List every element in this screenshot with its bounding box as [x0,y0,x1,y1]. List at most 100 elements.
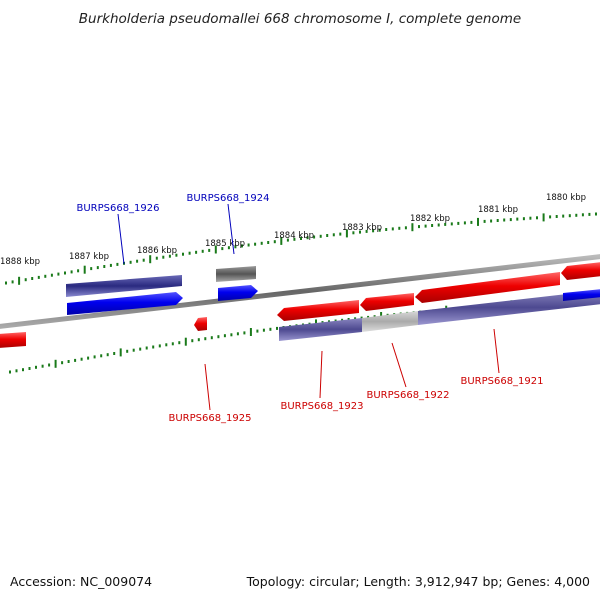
minor-tick [276,326,278,330]
minor-tick [188,251,191,255]
minor-tick [418,225,420,229]
gene-feature-burps668-1925[interactable] [194,317,207,331]
minor-tick [575,213,578,217]
gene-feature-burps668-1924-track[interactable] [216,266,256,282]
minor-tick [326,234,329,237]
minor-tick [116,262,119,266]
minor-tick [378,228,381,232]
minor-tick [64,271,66,275]
minor-tick [236,332,239,336]
minor-tick [522,217,525,221]
major-tick [54,359,57,368]
minor-tick [96,266,99,270]
minor-tick [201,249,204,253]
leader-line-burps668-1925 [204,363,211,411]
minor-tick [48,363,51,367]
forward-features [66,266,258,315]
minor-tick [444,222,447,226]
minor-tick [103,265,106,268]
minor-tick [243,331,246,335]
major-tick [249,328,252,336]
minor-tick [37,275,40,279]
minor-tick [562,214,565,218]
minor-tick [57,272,60,276]
minor-tick [217,335,220,339]
minor-tick [385,228,388,231]
minor-tick [162,255,165,259]
minor-tick [332,233,335,237]
minor-tick [74,358,77,362]
gene-feature-right-edge-forward[interactable] [563,289,600,301]
outer-tick-ring [5,212,597,285]
gene-label-burps668-1922[interactable]: BURPS668_1922 [366,390,449,401]
tick-label: 1887 kbp [69,252,109,262]
gene-feature-burps668-1926[interactable] [67,292,183,315]
minor-tick [152,345,155,349]
minor-tick [168,254,171,258]
minor-tick [41,364,44,368]
minor-tick [300,237,302,240]
gene-feature-left-edge[interactable] [0,332,26,348]
gene-label-burps668-1924[interactable]: BURPS668_1924 [186,193,269,204]
minor-tick [139,347,142,351]
gene-label-burps668-1921[interactable]: BURPS668_1921 [460,376,543,387]
minor-tick [178,341,181,345]
minor-tick [391,227,394,231]
tick-label: 1882 kbp [410,214,450,224]
leader-line-burps668-1921 [493,328,500,374]
minor-tick [359,230,361,234]
major-tick [477,217,479,226]
minor-tick [50,273,53,277]
genome-backbone [0,254,600,329]
leader-line-burps668-1926 [117,213,125,265]
minor-tick [9,370,11,374]
gene-label-burps668-1923[interactable]: BURPS668_1923 [280,401,363,412]
tick-labels: 1888 kbp 1887 kbp 1886 kbp 1885 kbp 1884… [0,193,586,267]
tick-label: 1881 kbp [478,205,518,215]
minor-tick [254,242,257,246]
major-tick [214,245,217,254]
gene-track-burps668-1922[interactable] [362,311,418,332]
minor-tick [145,346,148,350]
minor-tick [44,274,47,278]
minor-tick [165,343,168,347]
minor-tick [100,354,103,358]
major-tick [119,348,122,357]
gene-track-burps668-1923[interactable] [279,318,362,341]
gene-track-burps668-1921[interactable] [418,290,600,325]
tick-label: 1884 kbp [274,231,314,241]
map-title: Burkholderia pseudomallei 668 chromosome… [79,11,521,27]
minor-tick [113,352,116,355]
gene-feature-burps668-1926-track[interactable] [66,275,182,297]
gene-feature-right-edge[interactable] [561,262,600,280]
gene-feature-burps668-1922[interactable] [360,293,414,311]
tick-label: 1880 kbp [546,193,586,203]
minor-tick [365,229,368,233]
minor-tick [195,250,198,254]
gene-feature-burps668-1921[interactable] [415,272,560,303]
minor-tick [286,238,289,242]
major-tick [411,223,414,232]
minor-tick [269,327,272,331]
minor-tick [11,280,14,284]
leader-line-burps668-1922 [391,342,407,388]
leader-line-burps668-1924 [227,203,235,255]
gene-labels: BURPS668_1926 BURPS668_1924 BURPS668_192… [76,193,543,424]
minor-tick [129,260,132,264]
minor-tick [5,281,7,285]
gene-feature-burps668-1923[interactable] [277,300,359,321]
minor-tick [404,226,407,230]
gene-feature-burps668-1924[interactable] [218,285,258,301]
minor-tick [529,216,532,220]
minor-tick [234,245,237,249]
gene-label-burps668-1925[interactable]: BURPS668_1925 [168,413,251,424]
topology-text: Topology: circular; Length: 3,912,947 bp… [246,574,590,589]
minor-tick [31,277,34,280]
major-tick [345,229,348,238]
minor-tick [496,219,499,222]
minor-tick [28,367,31,370]
gene-label-burps668-1926[interactable]: BURPS668_1926 [76,203,159,214]
minor-tick [483,219,486,223]
